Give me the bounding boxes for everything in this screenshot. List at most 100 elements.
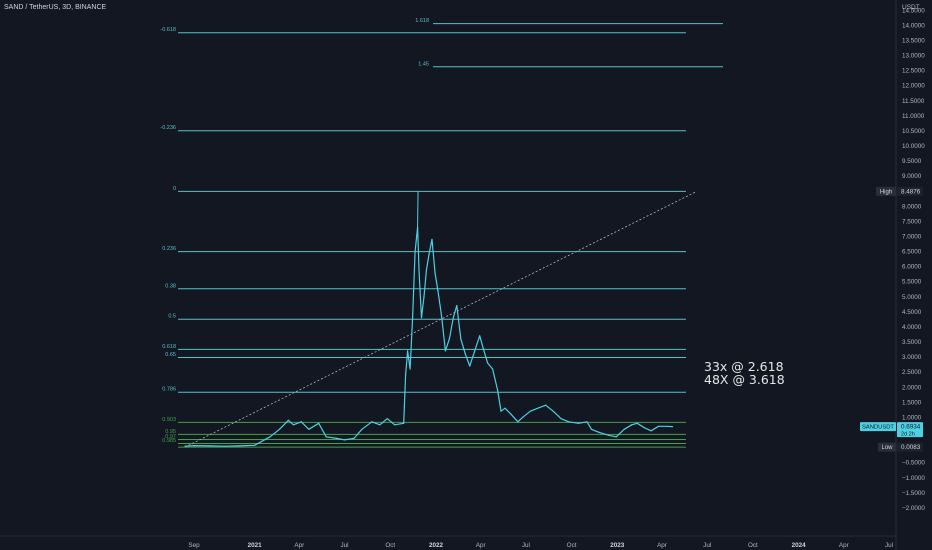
x-tick-label: 2022 xyxy=(429,542,444,549)
price-point xyxy=(590,428,593,430)
y-tick-label: 6.0000 xyxy=(902,264,922,271)
time-axis[interactable]: Sep 2021 Apr Jul Oct 2022 Apr Jul Oct 2023 Apr Jul O… xyxy=(188,542,893,549)
fib-level-label: 0.38 xyxy=(165,283,176,289)
x-tick-label: Apr xyxy=(476,542,486,549)
low-label-box xyxy=(878,442,896,452)
price-point xyxy=(403,422,405,424)
price-point xyxy=(300,421,302,423)
trend-line xyxy=(184,190,697,448)
y-tick-label: −1.0000 xyxy=(902,475,925,482)
y-tick-label: 12.5000 xyxy=(902,68,925,75)
price-point xyxy=(460,338,462,340)
fib-level-label: 0 xyxy=(173,186,176,192)
price-point xyxy=(407,350,409,352)
price-point xyxy=(487,362,489,364)
price-point xyxy=(479,335,481,337)
price-point xyxy=(631,424,633,426)
price-point xyxy=(448,338,450,340)
price-point xyxy=(411,317,414,319)
y-tick-label: 7.5000 xyxy=(902,218,922,225)
price-point xyxy=(469,365,471,367)
fib-level-label: 0.618 xyxy=(162,344,176,350)
x-tick-label: Oct xyxy=(748,542,758,549)
y-tick-label: 1.5000 xyxy=(902,399,922,406)
y-tick-label: 2.0000 xyxy=(902,384,922,391)
price-point xyxy=(560,418,562,420)
x-tick-label: Oct xyxy=(385,542,395,549)
y-tick-label: 12.0000 xyxy=(902,83,925,90)
x-tick-label: Jul xyxy=(885,542,893,549)
y-tick-label: 1.0000 xyxy=(902,414,922,421)
y-tick-label: 7.0000 xyxy=(902,233,922,240)
price-point xyxy=(586,421,588,423)
y-tick-label: −0.5000 xyxy=(902,460,925,467)
price-point xyxy=(420,317,423,319)
price-point xyxy=(292,424,294,426)
symbol-title[interactable]: SAND / TetherUS, 3D, BINANCE xyxy=(4,4,107,11)
x-tick-label: 2021 xyxy=(248,542,263,549)
fibonacci-levels: 1.618 -0.618 1.45 -0.236 0 0.236 0.38 0.5 0.618 0… xyxy=(160,18,723,448)
annotation-line-2: 48X @ 3.618 xyxy=(704,372,785,387)
y-tick-label: 5.0000 xyxy=(902,294,922,301)
y-tick-label: 13.0000 xyxy=(902,53,925,60)
last-price-value: 0.6934 xyxy=(901,424,921,431)
price-point xyxy=(665,425,668,427)
fib-level-label: 1.45 xyxy=(418,61,429,67)
high-value: 8.4876 xyxy=(901,188,921,195)
price-point xyxy=(517,421,519,423)
price-line xyxy=(185,226,673,447)
price-point xyxy=(615,436,617,438)
price-point xyxy=(491,368,494,370)
price-point xyxy=(500,410,502,412)
x-tick-label: Apr xyxy=(294,542,304,549)
price-point xyxy=(657,425,660,427)
price-point xyxy=(545,404,547,406)
price-point xyxy=(504,407,506,409)
price-point xyxy=(394,424,396,426)
low-label: Low xyxy=(881,445,893,451)
x-tick-label: 2024 xyxy=(792,542,807,549)
price-point xyxy=(308,428,310,430)
fib-level-label: 0.985 xyxy=(162,438,176,444)
price-point xyxy=(529,410,531,412)
price-series-layer xyxy=(184,191,674,447)
trend-line-layer xyxy=(184,190,697,448)
y-tick-label: 6.5000 xyxy=(902,249,922,256)
price-axis[interactable]: 14.5000 14.0000 13.5000 13.0000 12.5000 12.00… xyxy=(902,7,925,512)
high-label-box xyxy=(876,186,896,196)
price-point xyxy=(437,289,439,292)
price-point xyxy=(482,347,484,349)
price-point xyxy=(623,428,625,430)
price-point xyxy=(208,445,210,447)
x-tick-label: Sep xyxy=(188,542,200,549)
price-point xyxy=(318,422,320,424)
y-tick-label: 4.0000 xyxy=(902,324,922,331)
x-tick-label: Jul xyxy=(703,542,711,549)
low-value: 0.0083 xyxy=(901,444,921,451)
price-point xyxy=(510,413,512,415)
fib-level-label: 0.97 xyxy=(165,434,176,440)
price-point xyxy=(464,353,466,355)
price-point xyxy=(287,419,289,421)
price-point xyxy=(371,421,373,423)
fib-level-label: 0.5 xyxy=(168,314,176,320)
price-point xyxy=(636,422,638,424)
high-value-box xyxy=(897,186,923,196)
price-point xyxy=(440,314,443,316)
price-point xyxy=(418,271,420,274)
price-point xyxy=(223,445,225,447)
price-point xyxy=(522,416,524,418)
price-point xyxy=(496,389,499,391)
y-tick-label: −1.5000 xyxy=(902,490,925,497)
price-point xyxy=(184,445,186,447)
symbol-label: SANDUSDT xyxy=(862,425,894,431)
high-label: High xyxy=(880,189,892,195)
fib-level-label: 0.95 xyxy=(165,429,176,435)
price-point xyxy=(325,436,327,438)
fib-level-label: 0.903 xyxy=(162,417,176,423)
axis-currency-label[interactable]: USDT xyxy=(902,4,920,11)
price-point xyxy=(423,296,425,298)
price-point xyxy=(414,250,416,252)
